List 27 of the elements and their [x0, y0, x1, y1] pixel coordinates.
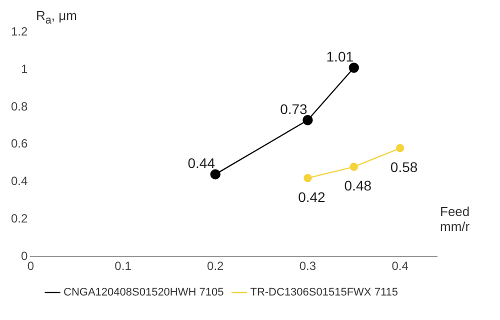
- data-label: 0.48: [344, 178, 372, 194]
- y-tick-label: 0.8: [10, 99, 28, 114]
- data-label: 0.44: [188, 155, 216, 172]
- point: [302, 114, 313, 126]
- y-tick-label: 1: [20, 62, 28, 76]
- y-tick-label: 1.2: [10, 24, 28, 39]
- x-tick-label: 0.4: [392, 259, 409, 274]
- data-label: 0.42: [298, 188, 326, 205]
- point: [210, 169, 220, 180]
- x-axis-title: Feed mm/r: [440, 204, 471, 234]
- y-tick-label: 0.4: [10, 174, 28, 188]
- x-tick-label: 0.2: [207, 259, 224, 274]
- y-axis-title: R$_{a}$, μm: [36, 8, 77, 27]
- point: [396, 144, 404, 152]
- x-tick-label: 0.1: [114, 259, 132, 274]
- point: [304, 174, 312, 182]
- legend-label: CNGA120408S01520HWH 7105: [64, 286, 224, 299]
- y-tick-label: 0: [20, 248, 28, 263]
- data-label: 0.58: [390, 159, 418, 175]
- x-tick-label: 0.3: [299, 259, 316, 274]
- y-tick-label: 0.6: [10, 136, 28, 151]
- legend-label: TR-DC1306S01515FWX 7115: [250, 286, 398, 299]
- data-label: 1.01: [326, 48, 354, 65]
- data-label: 0.73: [280, 100, 308, 117]
- point: [348, 62, 359, 73]
- point: [350, 162, 358, 171]
- y-tick-label: 0.2: [10, 212, 28, 226]
